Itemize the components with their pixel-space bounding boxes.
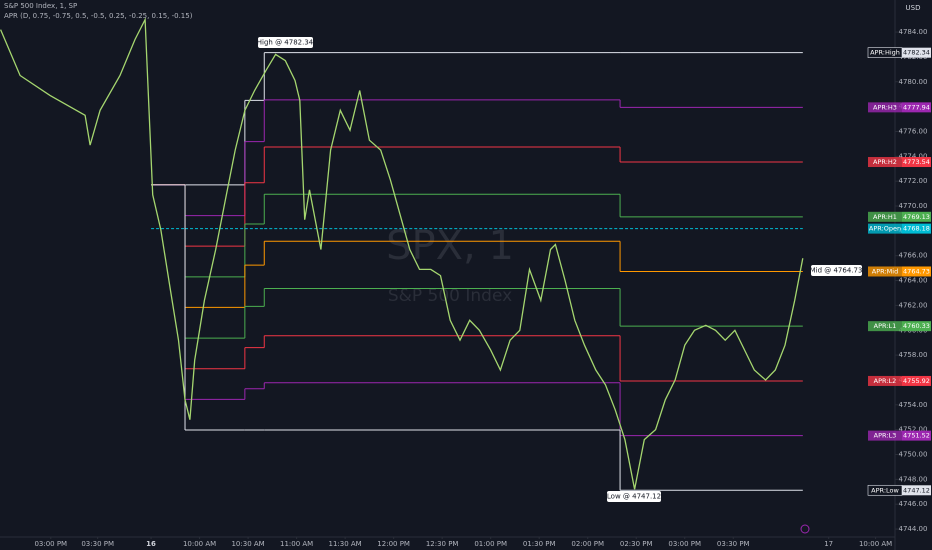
y-tick-label: 4766.00 xyxy=(899,252,928,260)
level-value-tag xyxy=(902,266,931,277)
level-name-tag xyxy=(868,211,902,222)
low-callout-text: Low @ 4747.12 xyxy=(607,493,661,501)
x-tick-label: 10:00 AM xyxy=(183,540,216,548)
level-name: APR:H1 xyxy=(873,213,897,221)
level-value-tag xyxy=(902,47,931,58)
high-callout xyxy=(258,37,313,48)
y-tick-label: 4752.00 xyxy=(899,426,928,434)
y-tick-label: 4754.00 xyxy=(899,401,928,409)
level-value: 4755.92 xyxy=(903,377,930,385)
x-tick-label: 01:00 PM xyxy=(474,540,507,548)
y-tick-label: 4784.00 xyxy=(899,28,928,36)
x-tick-label: 10:30 AM xyxy=(231,540,264,548)
x-tick-label: 03:30 PM xyxy=(81,540,114,548)
level-value-tag xyxy=(902,157,931,168)
watermark-sub: S&P 500 Index xyxy=(388,286,512,306)
y-tick-label: 4748.00 xyxy=(899,475,928,483)
level-value: 4768.18 xyxy=(903,225,930,233)
level-value: 4782.34 xyxy=(903,49,930,57)
level-name-tag xyxy=(868,375,902,386)
y-tick-label: 4758.00 xyxy=(899,351,928,359)
axes: 4744.00 4746.00 4748.00 4750.00 4752.00 4754.… xyxy=(34,28,931,548)
level-value: 4764.73 xyxy=(903,267,930,275)
y-tick-label: 4772.00 xyxy=(899,177,928,185)
level-name-tag xyxy=(868,157,902,168)
level-name: APR:H2 xyxy=(873,158,897,166)
y-tick-label: 4774.00 xyxy=(899,152,928,160)
x-tick-label: 02:00 PM xyxy=(571,540,604,548)
low-callout xyxy=(607,491,661,502)
x-tick-label: 12:30 PM xyxy=(426,540,459,548)
y-tick-label: 4750.00 xyxy=(899,450,928,458)
level-value-tag xyxy=(902,102,931,113)
high-callout-text: High @ 4782.34 xyxy=(257,39,314,47)
level-value: 4760.33 xyxy=(903,322,930,330)
level-name-tag xyxy=(868,321,902,332)
price-line xyxy=(0,17,804,490)
level-name-tag xyxy=(868,102,902,113)
chart-title: S&P 500 Index, 1, SP xyxy=(4,2,77,10)
y-tick-label: 4764.00 xyxy=(899,277,928,285)
y-tick-label: 4770.00 xyxy=(899,202,928,210)
level-name: APR:Mid xyxy=(872,267,898,275)
x-tick-label: 03:00 PM xyxy=(34,540,67,548)
x-tick-label: 03:00 PM xyxy=(668,540,701,548)
level-value: 4747.12 xyxy=(903,486,930,494)
level-value: 4751.52 xyxy=(903,432,930,440)
level-name: APR:Low xyxy=(871,486,899,494)
level-name-tag xyxy=(868,223,902,234)
y-tick-label: 4746.00 xyxy=(899,500,928,508)
level-value: 4777.94 xyxy=(903,103,930,111)
level-value: 4769.13 xyxy=(903,213,930,221)
x-tick-label: 03:30 PM xyxy=(717,540,750,548)
event-icon xyxy=(800,524,810,534)
currency: USD xyxy=(906,4,921,12)
x-tick-label: 10:00 AM xyxy=(859,540,892,548)
level-name: APR:L2 xyxy=(874,377,897,385)
x-tick-label: 12:00 PM xyxy=(377,540,410,548)
mid-callout xyxy=(811,265,862,276)
level-name: APR:Open xyxy=(869,225,901,233)
x-tick-label: 16 xyxy=(146,540,156,548)
level-name-tag xyxy=(868,430,902,441)
level-value-tag xyxy=(902,375,931,386)
level-name: APR:L3 xyxy=(874,432,897,440)
x-tick-label: 01:30 PM xyxy=(523,540,556,548)
x-tick-label: 11:00 AM xyxy=(280,540,313,548)
level-value-tag xyxy=(902,211,931,222)
level-name: APR:L1 xyxy=(874,322,897,330)
level-name: APR:High xyxy=(870,49,900,57)
mid-callout-text: Mid @ 4764.73 xyxy=(810,267,863,275)
indicator-title: APR (D, 0.75, -0.75, 0.5, -0.5, 0.25, -0… xyxy=(4,12,193,20)
y-tick-label: 4744.00 xyxy=(899,525,928,533)
x-tick-label: 02:30 PM xyxy=(620,540,653,548)
plot xyxy=(0,17,804,491)
x-tick-label: 17 xyxy=(824,540,833,548)
y-tick-label: 4780.00 xyxy=(899,78,928,86)
level-value: 4773.54 xyxy=(903,158,930,166)
x-tick-label: 11:30 AM xyxy=(329,540,362,548)
level-value-tag xyxy=(902,485,931,496)
level-name-tag xyxy=(868,266,902,277)
y-tick-label: 4776.00 xyxy=(899,127,928,135)
level-value-tag xyxy=(902,321,931,332)
level-value-tag xyxy=(902,223,931,234)
watermark: SPX, 1 xyxy=(386,223,514,269)
y-tick-label: 4762.00 xyxy=(899,301,928,309)
level-name: APR:H3 xyxy=(873,103,897,111)
level-value-tag xyxy=(902,430,931,441)
